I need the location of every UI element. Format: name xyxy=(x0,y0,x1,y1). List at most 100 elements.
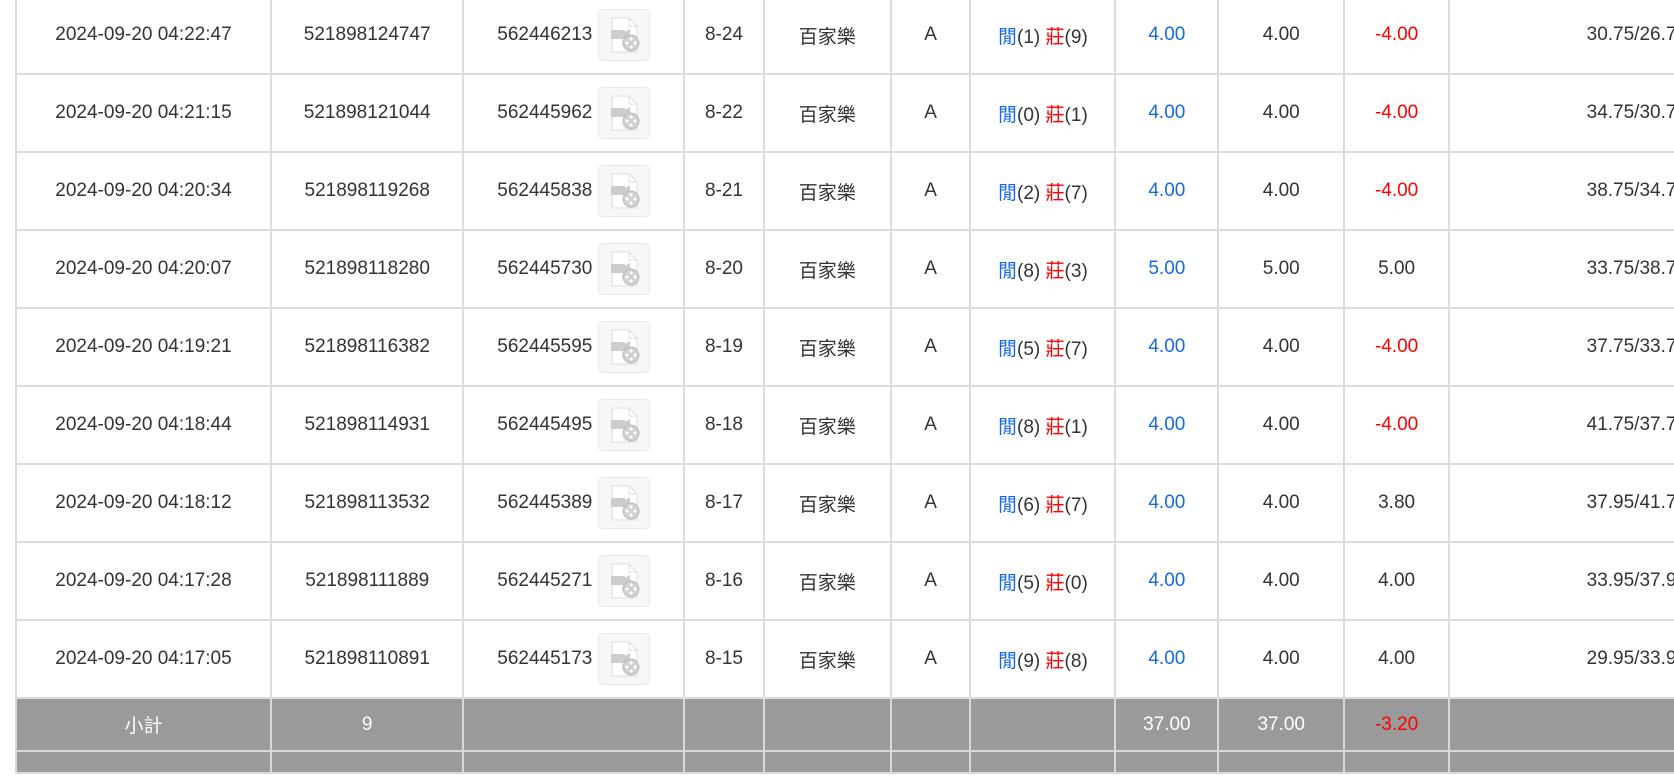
banker-label: 莊 xyxy=(1045,572,1065,594)
round-id-cell: 562445389 xyxy=(462,463,686,543)
round-id: 562446213 xyxy=(497,24,593,45)
bet-time: 2024-09-20 04:20:34 xyxy=(15,151,272,231)
table-row: 2024-09-20 04:17:28 521898111889 562445271… xyxy=(15,541,1674,621)
round-id-cell: 562445495 xyxy=(462,385,686,465)
player-score: (2) xyxy=(1017,182,1041,204)
bet-amount[interactable]: 4.00 xyxy=(1114,151,1220,231)
balance: 37.95/41.75 xyxy=(1448,463,1674,543)
valid-amount: 4.00 xyxy=(1217,385,1346,465)
table-row: 2024-09-20 04:18:44 521898114931 562445495… xyxy=(15,385,1674,465)
round-id: 562445962 xyxy=(497,102,593,123)
banker-label: 莊 xyxy=(1045,182,1065,204)
banker-label: 莊 xyxy=(1045,26,1065,48)
balance: 38.75/34.75 xyxy=(1448,151,1674,231)
table-row: 2024-09-20 04:20:34 521898119268 562445838… xyxy=(15,151,1674,231)
result: 閒(5) 莊(7) xyxy=(969,307,1117,387)
player-label: 閒 xyxy=(998,416,1018,438)
player-label: 閒 xyxy=(998,260,1018,282)
player-label: 閒 xyxy=(998,494,1018,516)
round-id-cell: 562445595 xyxy=(462,307,686,387)
bet-amount[interactable]: 4.00 xyxy=(1114,73,1220,153)
result: 閒(9) 莊(8) xyxy=(969,619,1117,699)
table-name: A xyxy=(889,229,972,309)
banker-score: (3) xyxy=(1064,260,1088,282)
player-label: 閒 xyxy=(998,572,1018,594)
subtotal-row: 小計 9 37.00 37.00 -3.20 xyxy=(15,697,1674,752)
bet-id: 521898113532 xyxy=(269,463,465,543)
banker-label: 莊 xyxy=(1045,416,1065,438)
bet-amount[interactable]: 4.00 xyxy=(1114,307,1220,387)
bet-time: 2024-09-20 04:17:28 xyxy=(15,541,272,621)
video-file-icon[interactable] xyxy=(598,87,651,139)
player-label: 閒 xyxy=(998,650,1018,672)
result: 閒(6) 莊(7) xyxy=(969,463,1117,543)
valid-amount: 5.00 xyxy=(1217,229,1346,309)
bet-amount[interactable]: 4.00 xyxy=(1114,0,1220,75)
shoe-round: 8-22 xyxy=(683,73,765,153)
video-file-icon[interactable] xyxy=(598,321,651,373)
bet-amount[interactable]: 4.00 xyxy=(1114,385,1220,465)
round-id: 562445595 xyxy=(497,336,593,357)
bet-time: 2024-09-20 04:20:07 xyxy=(15,229,272,309)
win-loss: -4.00 xyxy=(1343,0,1450,75)
table-row: 2024-09-20 04:17:05 521898110891 562445173… xyxy=(15,619,1674,699)
video-file-icon[interactable] xyxy=(598,9,651,61)
win-loss: -4.00 xyxy=(1343,73,1450,153)
video-file-icon[interactable] xyxy=(598,555,651,607)
player-score: (5) xyxy=(1017,572,1041,594)
video-file-icon[interactable] xyxy=(598,633,651,685)
round-id-cell: 562445838 xyxy=(462,151,686,231)
bet-time: 2024-09-20 04:18:12 xyxy=(15,463,272,543)
shoe-round: 8-19 xyxy=(683,307,765,387)
bet-amount[interactable]: 5.00 xyxy=(1114,229,1220,309)
subtotal-label: 小計 xyxy=(15,697,272,752)
banker-score: (0) xyxy=(1064,572,1088,594)
valid-amount: 4.00 xyxy=(1217,619,1346,699)
win-loss: 4.00 xyxy=(1343,619,1450,699)
win-loss: 4.00 xyxy=(1343,541,1450,621)
result: 閒(1) 莊(9) xyxy=(969,0,1117,75)
table-name: A xyxy=(889,73,972,153)
bet-amount[interactable]: 4.00 xyxy=(1114,619,1220,699)
video-file-icon[interactable] xyxy=(598,165,651,217)
balance: 37.75/33.75 xyxy=(1448,307,1674,387)
game-name: 百家樂 xyxy=(762,73,892,153)
bet-time: 2024-09-20 04:19:21 xyxy=(15,307,272,387)
bet-id: 521898110891 xyxy=(269,619,465,699)
valid-amount: 4.00 xyxy=(1217,463,1346,543)
player-label: 閒 xyxy=(998,182,1018,204)
bet-time: 2024-09-20 04:21:15 xyxy=(15,73,272,153)
bet-id: 521898119268 xyxy=(269,151,465,231)
bet-records-table: 2024-09-20 04:22:47 521898124747 562446213… xyxy=(15,0,1674,774)
video-file-icon[interactable] xyxy=(598,243,651,295)
shoe-round: 8-21 xyxy=(683,151,765,231)
table-name: A xyxy=(889,307,972,387)
round-id-cell: 562445271 xyxy=(462,541,686,621)
balance: 30.75/26.75 xyxy=(1448,0,1674,75)
valid-amount: 4.00 xyxy=(1217,307,1346,387)
subtotal-valid: 37.00 xyxy=(1217,697,1346,752)
bet-amount[interactable]: 4.00 xyxy=(1114,541,1220,621)
video-file-icon[interactable] xyxy=(598,477,651,529)
bet-amount[interactable]: 4.00 xyxy=(1114,463,1220,543)
round-id: 562445495 xyxy=(497,414,593,435)
subtotal-count: 9 xyxy=(269,697,465,752)
game-name: 百家樂 xyxy=(762,463,892,543)
total-row xyxy=(15,750,1674,774)
table-name: A xyxy=(889,541,972,621)
balance: 33.75/38.75 xyxy=(1448,229,1674,309)
video-file-icon[interactable] xyxy=(598,399,651,451)
result: 閒(2) 莊(7) xyxy=(969,151,1117,231)
game-name: 百家樂 xyxy=(762,619,892,699)
balance: 34.75/30.75 xyxy=(1448,73,1674,153)
shoe-round: 8-24 xyxy=(683,0,765,75)
bet-time: 2024-09-20 04:18:44 xyxy=(15,385,272,465)
player-score: (1) xyxy=(1017,26,1041,48)
banker-score: (1) xyxy=(1064,416,1088,438)
banker-label: 莊 xyxy=(1045,260,1065,282)
subtotal-win: -3.20 xyxy=(1343,697,1450,752)
table-row: 2024-09-20 04:19:21 521898116382 562445595… xyxy=(15,307,1674,387)
table-name: A xyxy=(889,0,972,75)
table-row: 2024-09-20 04:21:15 521898121044 562445962… xyxy=(15,73,1674,153)
subtotal-bet: 37.00 xyxy=(1114,697,1220,752)
